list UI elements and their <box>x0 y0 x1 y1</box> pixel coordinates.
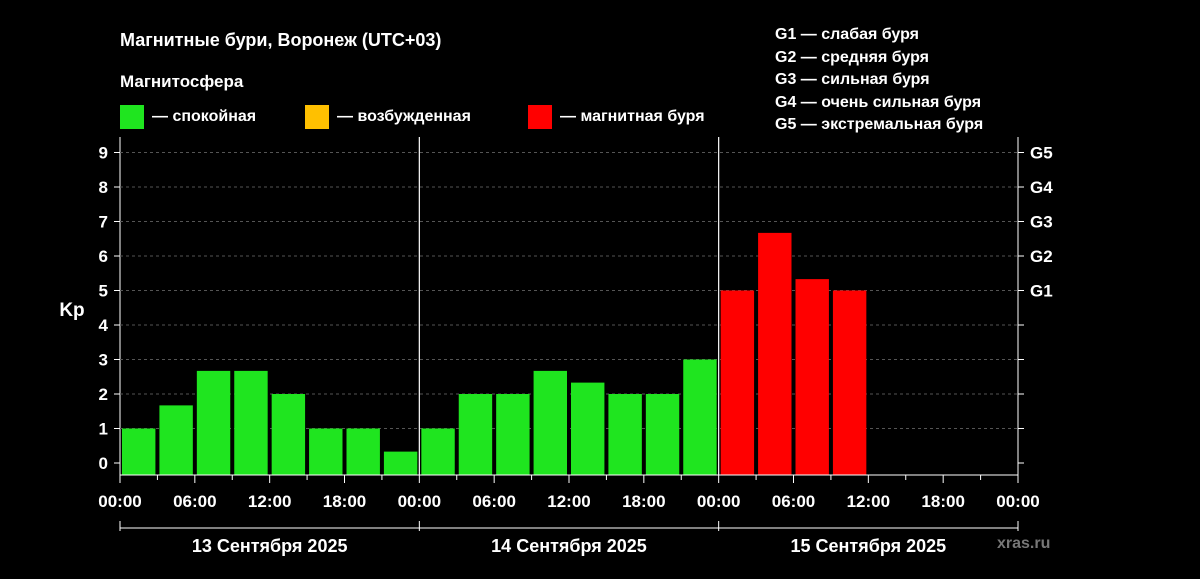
g-scale-item-g5: G5 — экстремальная буря <box>775 116 984 133</box>
kp-bar <box>683 359 717 475</box>
day-label: 13 Сентября 2025 <box>192 536 348 556</box>
x-tick-label: 18:00 <box>323 492 366 511</box>
legend-swatch-quiet <box>120 105 144 129</box>
day-label: 14 Сентября 2025 <box>491 536 647 556</box>
y-tick-label: 8 <box>99 178 108 197</box>
watermark: xras.ru <box>997 535 1051 552</box>
x-tick-label: 06:00 <box>772 492 815 511</box>
g-tick-label: G3 <box>1030 213 1053 232</box>
kp-bar <box>720 290 755 475</box>
kp-bar <box>159 405 193 475</box>
kp-bar <box>533 370 567 475</box>
legend-item-quiet: — спокойная <box>120 105 256 129</box>
x-tick-label: 12:00 <box>248 492 291 511</box>
x-tick-label: 06:00 <box>173 492 216 511</box>
legend-item-storm: — магнитная буря <box>528 105 705 129</box>
y-tick-label: 7 <box>99 213 108 232</box>
kp-bar <box>571 382 605 475</box>
x-tick-label: 12:00 <box>547 492 590 511</box>
day-label: 15 Сентября 2025 <box>791 536 947 556</box>
kp-bar <box>271 394 306 475</box>
kp-bar <box>196 370 231 475</box>
x-tick-label: 00:00 <box>697 492 740 511</box>
kp-bar <box>832 290 867 475</box>
legend-swatch-storm <box>528 105 552 129</box>
g-scale-list: G1 — слабая буря G2 — средняя буря G3 — … <box>775 24 983 137</box>
y-tick-label: 4 <box>99 316 109 335</box>
y-tick-label: 0 <box>99 454 108 473</box>
g-tick-label: G1 <box>1030 282 1053 301</box>
kp-bar <box>234 370 268 475</box>
x-tick-label: 06:00 <box>472 492 515 511</box>
kp-bar <box>421 428 455 475</box>
legend-label-quiet: — спокойная <box>152 108 257 125</box>
g-scale-item-g1: G1 — слабая буря <box>775 26 920 43</box>
y-tick-label: 5 <box>99 282 108 301</box>
g-scale-item-g4: G4 — очень сильная буря <box>775 93 982 111</box>
kp-bar <box>346 428 380 475</box>
kp-bar <box>309 428 343 475</box>
chart-title: Магнитные бури, Воронеж (UTC+03) <box>120 30 442 50</box>
x-tick-label: 18:00 <box>622 492 665 511</box>
kp-bar <box>458 394 493 475</box>
y-tick-label: 2 <box>99 385 108 404</box>
chart-subtitle: Магнитосфера <box>120 72 244 91</box>
x-tick-label: 18:00 <box>921 492 964 511</box>
x-tick-label: 12:00 <box>847 492 890 511</box>
legend-label-active: — возбужденная <box>337 108 471 125</box>
y-tick-label: 6 <box>99 247 108 266</box>
x-tick-label: 00:00 <box>996 492 1039 511</box>
kp-bar <box>758 232 792 475</box>
x-tick-label: 00:00 <box>98 492 141 511</box>
kp-bar <box>795 279 829 475</box>
kp-bar <box>645 394 680 475</box>
g-tick-label: G4 <box>1030 178 1053 197</box>
g-scale-item-g2: G2 — средняя буря <box>775 48 929 66</box>
g-tick-label: G2 <box>1030 247 1053 266</box>
kp-bar <box>608 394 642 475</box>
g-tick-label: G5 <box>1030 144 1053 163</box>
kp-bar <box>122 428 156 475</box>
y-tick-label: 9 <box>99 144 108 163</box>
y-tick-label: 3 <box>99 351 108 370</box>
y-tick-label: 1 <box>99 420 108 439</box>
y-axis-label: Kp <box>59 300 84 321</box>
g-scale-item-g3: G3 — сильная буря <box>775 71 930 88</box>
x-tick-label: 00:00 <box>398 492 441 511</box>
kp-bar <box>383 451 418 475</box>
legend-label-storm: — магнитная буря <box>560 108 705 125</box>
kp-bar <box>496 394 530 475</box>
legend-item-active: — возбужденная <box>305 105 471 129</box>
legend-swatch-active <box>305 105 329 129</box>
